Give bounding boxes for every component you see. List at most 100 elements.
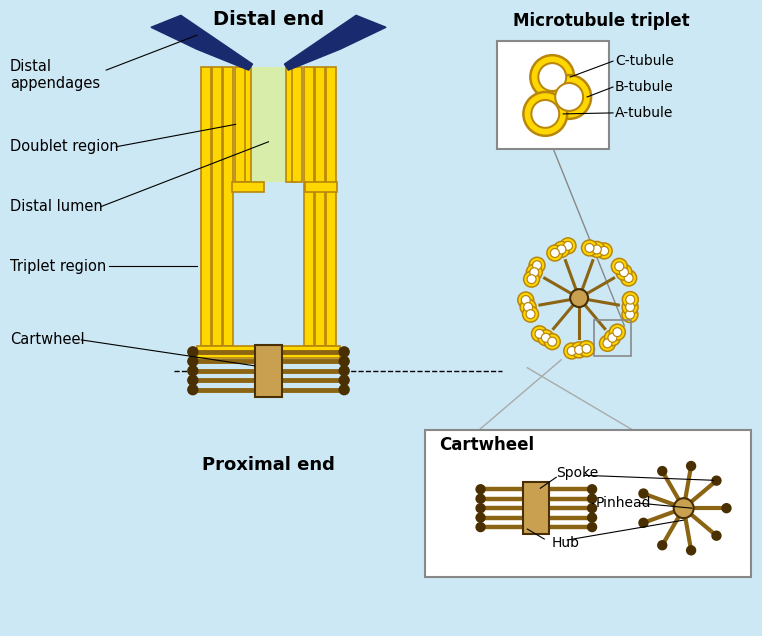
Circle shape (596, 243, 612, 259)
Circle shape (604, 330, 620, 346)
Circle shape (582, 344, 591, 353)
Circle shape (532, 326, 547, 342)
Circle shape (564, 343, 580, 359)
Text: B-tubule: B-tubule (615, 80, 674, 94)
Text: Distal
appendages: Distal appendages (10, 59, 100, 91)
Circle shape (621, 270, 636, 286)
Circle shape (567, 347, 576, 356)
Circle shape (339, 375, 349, 385)
Text: Doublet region: Doublet region (10, 139, 118, 155)
Bar (223, 67, 232, 346)
Text: Hub: Hub (551, 536, 579, 550)
Circle shape (592, 245, 601, 254)
Circle shape (547, 75, 591, 119)
Circle shape (188, 356, 198, 366)
Circle shape (639, 489, 648, 498)
Text: Microtubule triplet: Microtubule triplet (513, 12, 690, 31)
Circle shape (581, 240, 597, 256)
Circle shape (527, 275, 536, 284)
Circle shape (658, 541, 667, 550)
Circle shape (600, 335, 616, 351)
Circle shape (523, 271, 539, 287)
Bar (235, 67, 245, 182)
Circle shape (521, 296, 530, 305)
Circle shape (520, 299, 536, 315)
Text: C-tubule: C-tubule (615, 54, 674, 68)
Circle shape (188, 347, 198, 357)
Circle shape (626, 295, 635, 304)
Circle shape (530, 55, 574, 99)
Circle shape (530, 268, 539, 277)
Text: Cartwheel: Cartwheel (10, 333, 85, 347)
Bar (232, 182, 264, 191)
Circle shape (339, 366, 349, 376)
Circle shape (712, 476, 721, 485)
Circle shape (564, 242, 572, 251)
Bar (287, 67, 296, 182)
Bar (293, 67, 303, 182)
Circle shape (611, 258, 627, 274)
Bar (594, 320, 632, 356)
Circle shape (339, 385, 349, 395)
Circle shape (588, 523, 597, 532)
Circle shape (578, 341, 594, 357)
Circle shape (615, 262, 624, 271)
Circle shape (722, 504, 731, 513)
Bar (241, 67, 251, 182)
Circle shape (585, 244, 594, 252)
Circle shape (476, 523, 485, 532)
Text: Distal lumen: Distal lumen (10, 199, 102, 214)
Circle shape (544, 334, 560, 350)
Circle shape (712, 531, 721, 540)
Circle shape (610, 324, 626, 340)
Circle shape (620, 268, 629, 277)
Bar (424, 429, 751, 577)
Text: Triplet region: Triplet region (10, 259, 106, 273)
Text: Proximal end: Proximal end (202, 457, 335, 474)
Circle shape (626, 303, 635, 312)
Circle shape (589, 242, 605, 258)
Circle shape (588, 485, 597, 494)
Circle shape (588, 513, 597, 522)
Text: Distal end: Distal end (213, 10, 324, 29)
Text: Pinhead: Pinhead (596, 496, 652, 510)
Circle shape (188, 385, 198, 395)
Circle shape (622, 299, 638, 315)
Circle shape (658, 467, 667, 476)
Circle shape (339, 356, 349, 366)
Circle shape (538, 63, 566, 91)
Circle shape (518, 292, 533, 308)
Circle shape (623, 292, 639, 308)
Bar (326, 67, 336, 346)
Circle shape (523, 303, 533, 312)
Text: A-tubule: A-tubule (615, 106, 674, 120)
Circle shape (600, 246, 609, 256)
Bar (523, 482, 549, 534)
Bar (212, 67, 222, 346)
Circle shape (555, 83, 583, 111)
Circle shape (560, 238, 576, 254)
Circle shape (624, 273, 633, 282)
Circle shape (553, 242, 569, 258)
Bar (315, 67, 325, 346)
Text: Cartwheel: Cartwheel (439, 436, 534, 455)
Circle shape (687, 546, 696, 555)
Circle shape (550, 249, 559, 258)
Text: Spoke: Spoke (556, 466, 598, 480)
Bar (304, 67, 314, 346)
Circle shape (548, 337, 557, 346)
Bar (238, 67, 299, 182)
Circle shape (527, 264, 543, 280)
Bar (498, 41, 609, 149)
Circle shape (339, 347, 349, 357)
Circle shape (526, 310, 535, 319)
Circle shape (588, 504, 597, 513)
Circle shape (535, 329, 544, 338)
Bar (306, 182, 338, 191)
Circle shape (531, 100, 559, 128)
Circle shape (476, 485, 485, 494)
Circle shape (476, 504, 485, 513)
Circle shape (616, 264, 632, 280)
Circle shape (608, 333, 617, 342)
Circle shape (188, 366, 198, 376)
